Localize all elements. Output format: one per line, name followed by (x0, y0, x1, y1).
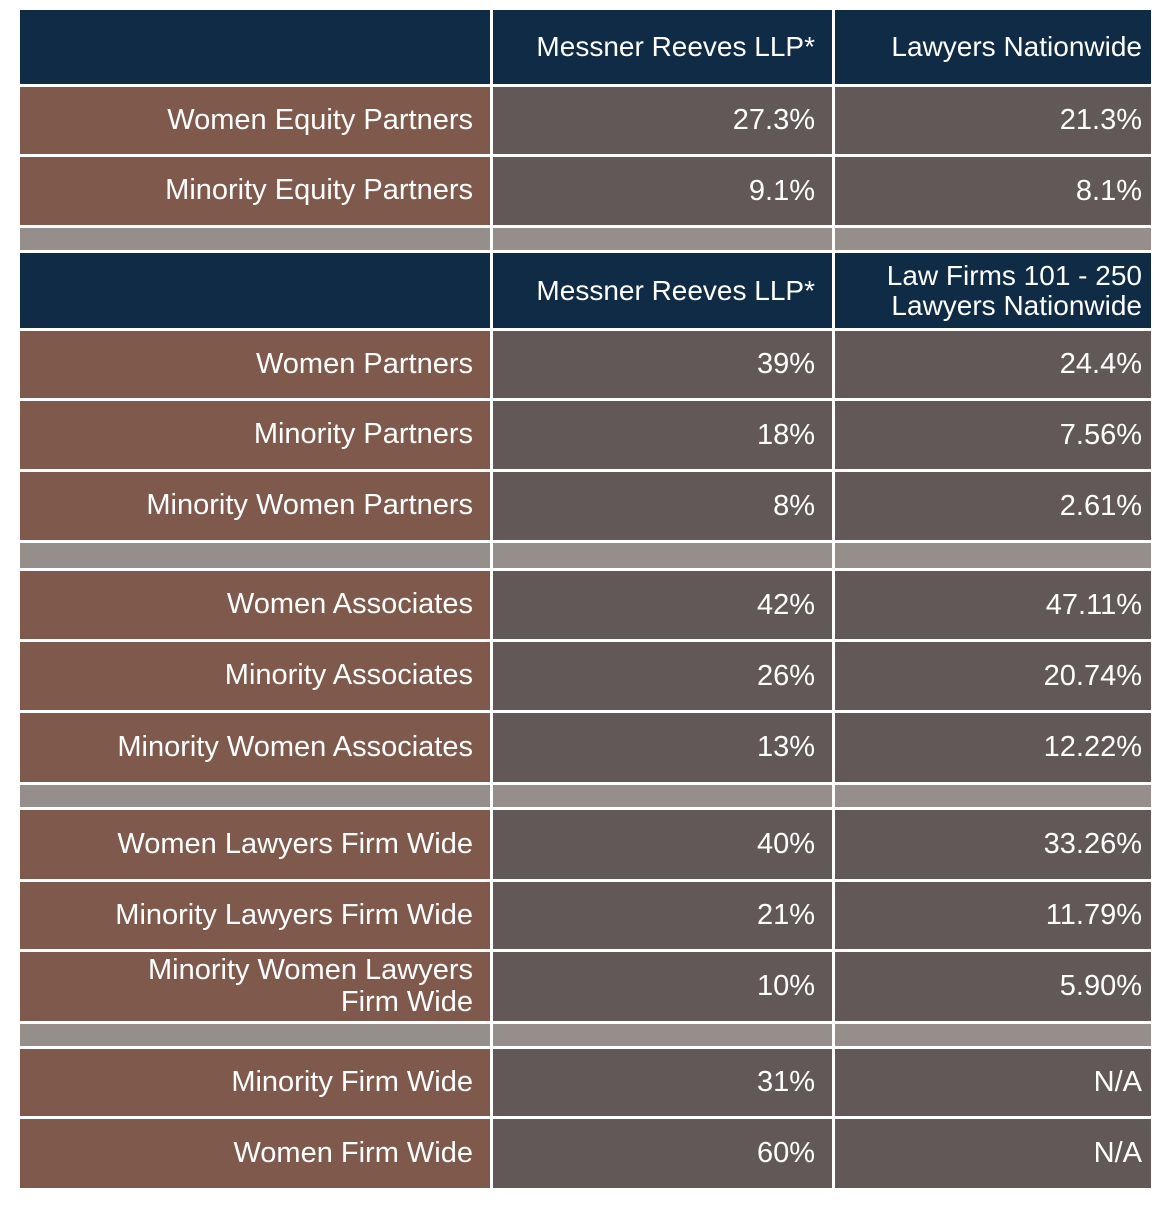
table-row: Minority Lawyers Firm Wide 21% 11.79% (20, 882, 1151, 952)
row-label: Minority Equity Partners (20, 157, 490, 225)
value-nationwide: 12.22% (832, 713, 1151, 782)
divider-cell (20, 228, 490, 250)
header-lawyers-nationwide: Lawyers Nationwide (832, 10, 1151, 84)
row-label: Minority Associates (20, 642, 490, 710)
value-nationwide: 11.79% (832, 882, 1151, 949)
value-messner: 26% (490, 642, 832, 710)
value-nationwide: N/A (832, 1119, 1151, 1188)
row-label: Minority Partners (20, 401, 490, 469)
value-nationwide: 47.11% (832, 571, 1151, 639)
section-divider (20, 228, 1151, 253)
row-label: Women Associates (20, 571, 490, 639)
row-label: Minority Women Associates (20, 713, 490, 782)
row-label: Women Firm Wide (20, 1119, 490, 1188)
row-label: Minority Women Partners (20, 472, 490, 540)
divider-cell (490, 785, 832, 807)
divider-cell (490, 228, 832, 250)
table-row: Minority Partners 18% 7.56% (20, 401, 1151, 472)
value-nationwide: 8.1% (832, 157, 1151, 225)
value-nationwide: 7.56% (832, 401, 1151, 469)
header-law-firms-101-250: Law Firms 101 - 250 Lawyers Nationwide (832, 253, 1151, 328)
table-row: Women Associates 42% 47.11% (20, 571, 1151, 642)
value-nationwide: N/A (832, 1049, 1151, 1116)
header-messner-reeves: Messner Reeves LLP* (490, 253, 832, 328)
row-label: Women Equity Partners (20, 87, 490, 154)
header-messner-reeves: Messner Reeves LLP* (490, 10, 832, 84)
header-cell-blank (20, 253, 490, 328)
value-messner: 10% (490, 952, 832, 1021)
value-messner: 9.1% (490, 157, 832, 225)
table-row: Minority Equity Partners 9.1% 8.1% (20, 157, 1151, 228)
row-label: Minority Lawyers Firm Wide (20, 882, 490, 949)
table-row: Minority Women Partners 8% 2.61% (20, 472, 1151, 543)
header-row-1: Messner Reeves LLP* Lawyers Nationwide (20, 10, 1151, 87)
divider-cell (20, 1024, 490, 1046)
value-messner: 39% (490, 331, 832, 398)
diversity-table: Messner Reeves LLP* Lawyers Nationwide W… (20, 10, 1151, 1188)
value-messner: 40% (490, 810, 832, 879)
table-row: Minority Firm Wide 31% N/A (20, 1049, 1151, 1119)
section-divider (20, 1024, 1151, 1049)
value-nationwide: 20.74% (832, 642, 1151, 710)
value-messner: 27.3% (490, 87, 832, 154)
header-row-2: Messner Reeves LLP* Law Firms 101 - 250 … (20, 253, 1151, 331)
row-label: Minority Firm Wide (20, 1049, 490, 1116)
value-messner: 18% (490, 401, 832, 469)
divider-cell (490, 1024, 832, 1046)
table-row: Minority Women Associates 13% 12.22% (20, 713, 1151, 785)
value-messner: 42% (490, 571, 832, 639)
value-nationwide: 33.26% (832, 810, 1151, 879)
table-row: Women Firm Wide 60% N/A (20, 1119, 1151, 1188)
table-row: Women Equity Partners 27.3% 21.3% (20, 87, 1151, 157)
divider-cell (832, 1024, 1151, 1046)
value-messner: 13% (490, 713, 832, 782)
header-cell-blank (20, 10, 490, 84)
divider-cell (490, 543, 832, 568)
value-nationwide: 21.3% (832, 87, 1151, 154)
section-divider (20, 543, 1151, 571)
divider-cell (832, 228, 1151, 250)
table-row: Women Lawyers Firm Wide 40% 33.26% (20, 810, 1151, 882)
table-row: Minority Associates 26% 20.74% (20, 642, 1151, 713)
value-messner: 8% (490, 472, 832, 540)
divider-cell (832, 785, 1151, 807)
divider-cell (20, 543, 490, 568)
value-nationwide: 24.4% (832, 331, 1151, 398)
value-nationwide: 2.61% (832, 472, 1151, 540)
divider-cell (832, 543, 1151, 568)
value-messner: 60% (490, 1119, 832, 1188)
table-row: Women Partners 39% 24.4% (20, 331, 1151, 401)
divider-cell (20, 785, 490, 807)
value-nationwide: 5.90% (832, 952, 1151, 1021)
row-label: Women Lawyers Firm Wide (20, 810, 490, 879)
row-label: Women Partners (20, 331, 490, 398)
row-label: Minority Women Lawyers Firm Wide (20, 952, 490, 1021)
table-row: Minority Women Lawyers Firm Wide 10% 5.9… (20, 952, 1151, 1024)
section-divider (20, 785, 1151, 810)
value-messner: 31% (490, 1049, 832, 1116)
value-messner: 21% (490, 882, 832, 949)
